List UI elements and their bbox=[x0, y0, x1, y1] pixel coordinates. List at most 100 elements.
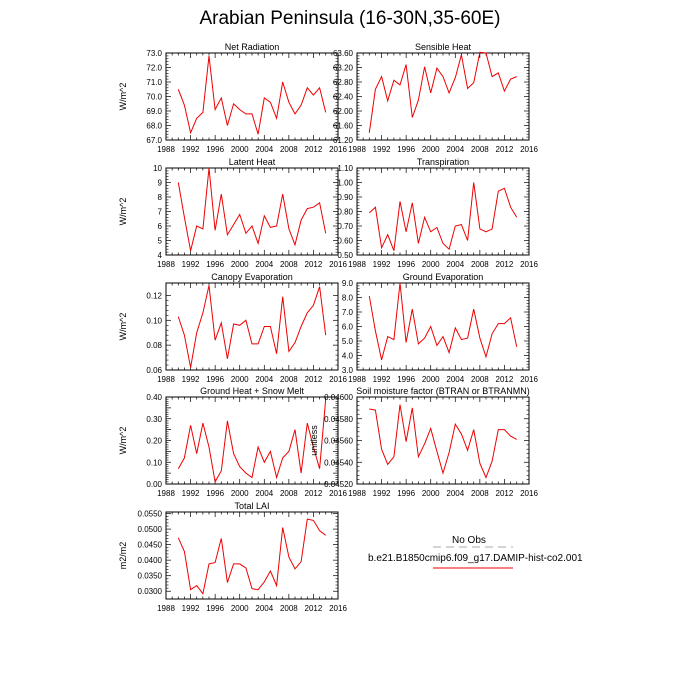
y-tick-label: 67.0 bbox=[146, 136, 162, 145]
x-tick-label: 1996 bbox=[206, 260, 224, 269]
x-tick-label: 1992 bbox=[373, 375, 391, 384]
x-tick-label: 1996 bbox=[397, 375, 415, 384]
series-line bbox=[177, 518, 327, 595]
y-tick-label: 7 bbox=[158, 208, 163, 217]
x-tick-label: 2000 bbox=[422, 489, 440, 498]
x-tick-label: 1996 bbox=[206, 145, 224, 154]
y-tick-label: 0.30 bbox=[146, 415, 162, 424]
x-tick-label: 2012 bbox=[305, 604, 323, 613]
y-tick-label: 0.10 bbox=[146, 458, 162, 467]
x-tick-label: 1988 bbox=[157, 260, 175, 269]
y-tick-label: 0.04560 bbox=[324, 437, 353, 446]
x-tick-label: 2000 bbox=[422, 260, 440, 269]
legend-obs-label: No Obs bbox=[452, 535, 486, 546]
y-tick-label: 63.20 bbox=[333, 64, 354, 73]
x-tick-label: 1992 bbox=[182, 489, 200, 498]
x-tick-label: 2012 bbox=[496, 260, 514, 269]
y-tick-label: 0.40 bbox=[146, 393, 162, 402]
x-tick-label: 2008 bbox=[471, 145, 489, 154]
x-tick-label: 1988 bbox=[348, 260, 366, 269]
series-line bbox=[177, 55, 327, 135]
x-tick-label: 2012 bbox=[496, 489, 514, 498]
y-tick-label: 3.0 bbox=[342, 366, 354, 375]
y-tick-label: 0.70 bbox=[337, 222, 353, 231]
panel-title: Soil moisture factor (BTRAN or BTRANMN) bbox=[356, 386, 530, 396]
x-tick-label: 2016 bbox=[520, 260, 538, 269]
panel-net-radiation: Net Radiation W/m^2 1988 1992 1996 2000 2004 20… bbox=[118, 42, 347, 154]
x-tick-label: 2004 bbox=[255, 604, 273, 613]
y-tick-label: 72.0 bbox=[146, 64, 162, 73]
y-tick-label: 0.0400 bbox=[138, 556, 163, 565]
x-tick-label: 1992 bbox=[373, 145, 391, 154]
x-tick-label: 2008 bbox=[471, 375, 489, 384]
y-tick-label: 68.0 bbox=[146, 122, 162, 131]
y-axis-label: W/m^2 bbox=[118, 313, 128, 341]
plot-frame bbox=[165, 52, 339, 141]
x-tick-label: 2012 bbox=[305, 260, 323, 269]
x-tick-label: 2004 bbox=[446, 260, 464, 269]
x-tick-label: 2004 bbox=[446, 145, 464, 154]
y-tick-label: 71.0 bbox=[146, 78, 162, 87]
x-tick-label: 1996 bbox=[206, 604, 224, 613]
y-tick-label: 9 bbox=[158, 179, 163, 188]
x-tick-label: 2008 bbox=[280, 260, 298, 269]
x-tick-label: 2012 bbox=[496, 375, 514, 384]
panel-title: Canopy Evaporation bbox=[211, 272, 293, 282]
y-tick-label: 4 bbox=[158, 251, 163, 260]
panel-title: Ground Heat + Snow Melt bbox=[200, 386, 304, 396]
x-tick-label: 1996 bbox=[206, 375, 224, 384]
y-tick-label: 0.20 bbox=[146, 437, 162, 446]
series-line bbox=[368, 182, 518, 251]
x-tick-label: 1988 bbox=[157, 145, 175, 154]
x-tick-label: 1996 bbox=[397, 145, 415, 154]
x-tick-label: 2016 bbox=[329, 260, 347, 269]
plot-frame bbox=[165, 282, 339, 371]
x-tick-label: 1988 bbox=[348, 145, 366, 154]
x-tick-label: 2012 bbox=[305, 489, 323, 498]
y-tick-label: 0.0550 bbox=[138, 510, 163, 519]
panel-total-lai: Total LAI m2/m2 1988 1992 1996 2000 2004 2008 20… bbox=[118, 501, 347, 613]
plot-frame bbox=[356, 396, 530, 485]
y-tick-label: 0.08 bbox=[146, 341, 162, 350]
y-axis-label: unitless bbox=[309, 425, 319, 456]
x-tick-label: 2012 bbox=[496, 145, 514, 154]
y-tick-label: 61.60 bbox=[333, 122, 354, 131]
x-tick-label: 1992 bbox=[182, 145, 200, 154]
y-axis-label: W/m^2 bbox=[118, 427, 128, 455]
y-tick-label: 0.90 bbox=[337, 193, 353, 202]
y-tick-label: 0.0300 bbox=[138, 587, 163, 596]
y-tick-label: 0.80 bbox=[337, 208, 353, 217]
y-tick-label: 8.0 bbox=[342, 294, 354, 303]
main-title: Arabian Peninsula (16-30N,35-60E) bbox=[199, 8, 501, 29]
y-tick-label: 0.60 bbox=[337, 237, 353, 246]
x-tick-label: 2000 bbox=[231, 489, 249, 498]
y-tick-label: 0.04580 bbox=[324, 415, 353, 424]
x-tick-label: 2000 bbox=[231, 145, 249, 154]
x-tick-label: 1992 bbox=[373, 489, 391, 498]
y-tick-label: 61.20 bbox=[333, 136, 354, 145]
y-tick-label: 0.04540 bbox=[324, 458, 353, 467]
x-tick-label: 1988 bbox=[348, 489, 366, 498]
panel-title: Sensible Heat bbox=[415, 42, 472, 52]
x-tick-label: 2004 bbox=[446, 375, 464, 384]
panel-title: Ground Evaporation bbox=[403, 272, 484, 282]
x-tick-label: 2016 bbox=[329, 604, 347, 613]
y-axis-label: W/m^2 bbox=[118, 198, 128, 226]
y-tick-label: 9.0 bbox=[342, 279, 354, 288]
series-line bbox=[368, 282, 518, 361]
plot-frame bbox=[165, 167, 339, 256]
x-tick-label: 2004 bbox=[446, 489, 464, 498]
x-tick-label: 2000 bbox=[231, 604, 249, 613]
x-tick-label: 2004 bbox=[255, 145, 273, 154]
y-tick-label: 62.80 bbox=[333, 78, 354, 87]
x-tick-label: 1992 bbox=[182, 604, 200, 613]
x-tick-label: 1992 bbox=[182, 375, 200, 384]
x-tick-label: 2000 bbox=[231, 375, 249, 384]
panel-soil-moisture-factor-btran-or-btranmn: Soil moisture factor (BTRAN or BTRANMN) u… bbox=[309, 386, 538, 498]
legend-lines bbox=[433, 546, 513, 569]
x-tick-label: 2008 bbox=[471, 260, 489, 269]
y-tick-label: 1.00 bbox=[337, 179, 353, 188]
x-tick-label: 1992 bbox=[373, 260, 391, 269]
x-tick-label: 2016 bbox=[329, 145, 347, 154]
x-tick-label: 2012 bbox=[305, 145, 323, 154]
